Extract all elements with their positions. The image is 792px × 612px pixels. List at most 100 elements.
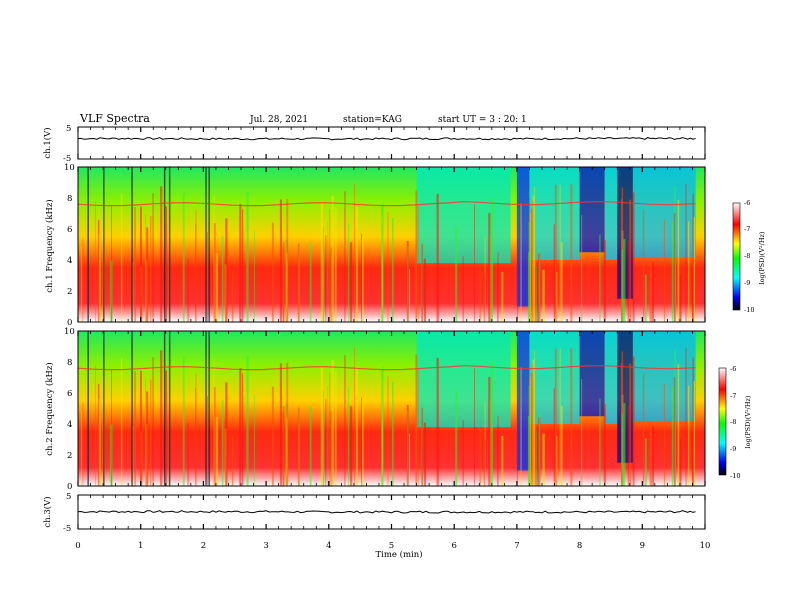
spectrogram-streak [483, 438, 485, 486]
spectrogram-streak [187, 259, 189, 322]
spectrogram-streak [309, 406, 312, 486]
spectrogram-streak [423, 422, 426, 486]
spectrogram-streak [407, 246, 409, 322]
spectrogram-streak [160, 350, 163, 486]
spectrogram-streak [560, 242, 563, 322]
spectrogram-streak [534, 379, 536, 486]
ch2-freq-ylabel: ch.2 Frequency (kHz) [44, 362, 55, 455]
spectrogram-streak [325, 399, 327, 486]
spectrogram-streak [534, 215, 536, 322]
spectrogram-streak [213, 223, 216, 322]
ch2-spectrogram-panel: 10 8 6 4 2 0 ch.2 Frequency (kHz) -6 -7 … [44, 327, 752, 492]
spectrogram-streak [297, 243, 300, 322]
spectrogram-streak [182, 356, 185, 486]
spectrogram-streak [479, 430, 481, 486]
spectrogram-streak [329, 208, 331, 322]
spectrogram-streak [327, 222, 329, 322]
spectrogram-streak [150, 379, 152, 486]
spectrogram-streak [532, 363, 533, 486]
ch1-freq-tick-0: 0 [67, 318, 72, 328]
spectrogram-streak [688, 385, 690, 486]
spectrogram-streak [632, 356, 635, 486]
spectrogram-streak [497, 425, 499, 486]
spectrogram-streak [320, 366, 323, 486]
ch3-ytick-bottom: -5 [63, 524, 71, 534]
spectrogram-streak [603, 404, 606, 486]
spectrogram-streak [134, 207, 136, 322]
spectrogram-spike [205, 167, 207, 322]
ch2-cb-tick-top: -6 [730, 365, 736, 373]
time-tick-label: 4 [326, 541, 331, 551]
spectrogram-streak [225, 382, 228, 486]
spectrogram-streak [320, 202, 323, 322]
spectrogram-streak [479, 266, 481, 322]
spectrogram-streak [215, 417, 219, 486]
ch2-freq-tick-10: 10 [64, 327, 75, 337]
ch1-colorbar-label: log(PSD)(V²/Hz) [758, 231, 766, 284]
spectrogram-streak [652, 426, 654, 486]
spectrogram-streak [536, 426, 539, 486]
spectrogram-streak [246, 356, 249, 486]
spectrogram-streak [620, 198, 623, 322]
ch3-voltage-ylabel: ch.3(V) [42, 496, 53, 527]
spectrogram-streak [355, 202, 358, 322]
spectrogram-streak [599, 234, 601, 322]
time-axis-label: Time (min) [375, 549, 422, 560]
ch1-freq-tick-10: 10 [64, 163, 75, 173]
spectrogram-streak [497, 252, 499, 322]
spectrogram-streak [581, 215, 583, 322]
spectrogram-streak [559, 348, 561, 486]
spectrogram-streak [98, 398, 101, 486]
spectrogram-streak [254, 230, 255, 322]
spectrogram-streak [140, 431, 143, 486]
spectrogram-streak [516, 403, 518, 486]
spectrogram-streak [423, 258, 426, 322]
spectrogram-streak [417, 369, 419, 486]
spectrogram-streak [533, 201, 534, 322]
spectrogram-streak [652, 262, 654, 322]
spectrogram-streak [279, 363, 282, 486]
spectrogram-streak [644, 438, 647, 486]
ch1-spectrogram-image [77, 167, 705, 322]
spectrogram-streak [679, 438, 682, 486]
spectrogram-streak [387, 212, 389, 322]
spectrogram-streak [677, 200, 680, 322]
spectrogram-streak [528, 221, 531, 322]
time-tick-label: 0 [75, 541, 80, 551]
spectrogram-streak [150, 215, 152, 322]
spectrogram-streak [221, 400, 224, 486]
spectrogram-streak [501, 271, 504, 322]
spectrogram-streak [527, 416, 530, 486]
spectrogram-streak [528, 385, 531, 486]
spectrogram-streak [455, 390, 458, 486]
spectrogram-streak [685, 347, 687, 486]
spectrogram-streak [282, 242, 285, 322]
spectrogram-streak [242, 373, 244, 486]
spectrogram-streak [542, 269, 545, 322]
spectrogram-streak [649, 262, 652, 322]
spectrogram-streak [692, 357, 694, 486]
spectrogram-band [416, 167, 511, 264]
spectrogram-streak [627, 240, 629, 322]
spectrogram-streak [120, 358, 123, 486]
spectrogram-streak [286, 198, 289, 322]
spectrogram-streak [134, 371, 136, 486]
spectrogram-streak [674, 185, 676, 322]
spectrogram-streak [213, 387, 216, 486]
spectrogram-streak [483, 274, 485, 322]
spectrogram-streak [160, 186, 163, 322]
spectrogram-streak [140, 267, 143, 322]
spectrogram-streak [421, 405, 423, 486]
spectrogram-spike [131, 167, 133, 322]
spectrogram-streak [620, 362, 623, 486]
spectrogram-streak [231, 271, 234, 322]
spectrogram-streak [674, 349, 676, 486]
time-tick-label: 1 [138, 541, 143, 551]
ch1-cb-tick-bottom: -10 [744, 306, 754, 314]
spectrogram-streak [455, 226, 458, 322]
spectrogram-streak [570, 184, 573, 322]
ch1-colorbar [732, 202, 741, 311]
spectrogram-streak [581, 379, 583, 486]
spectrogram-streak [642, 209, 645, 322]
spectrogram-streak [462, 256, 464, 322]
